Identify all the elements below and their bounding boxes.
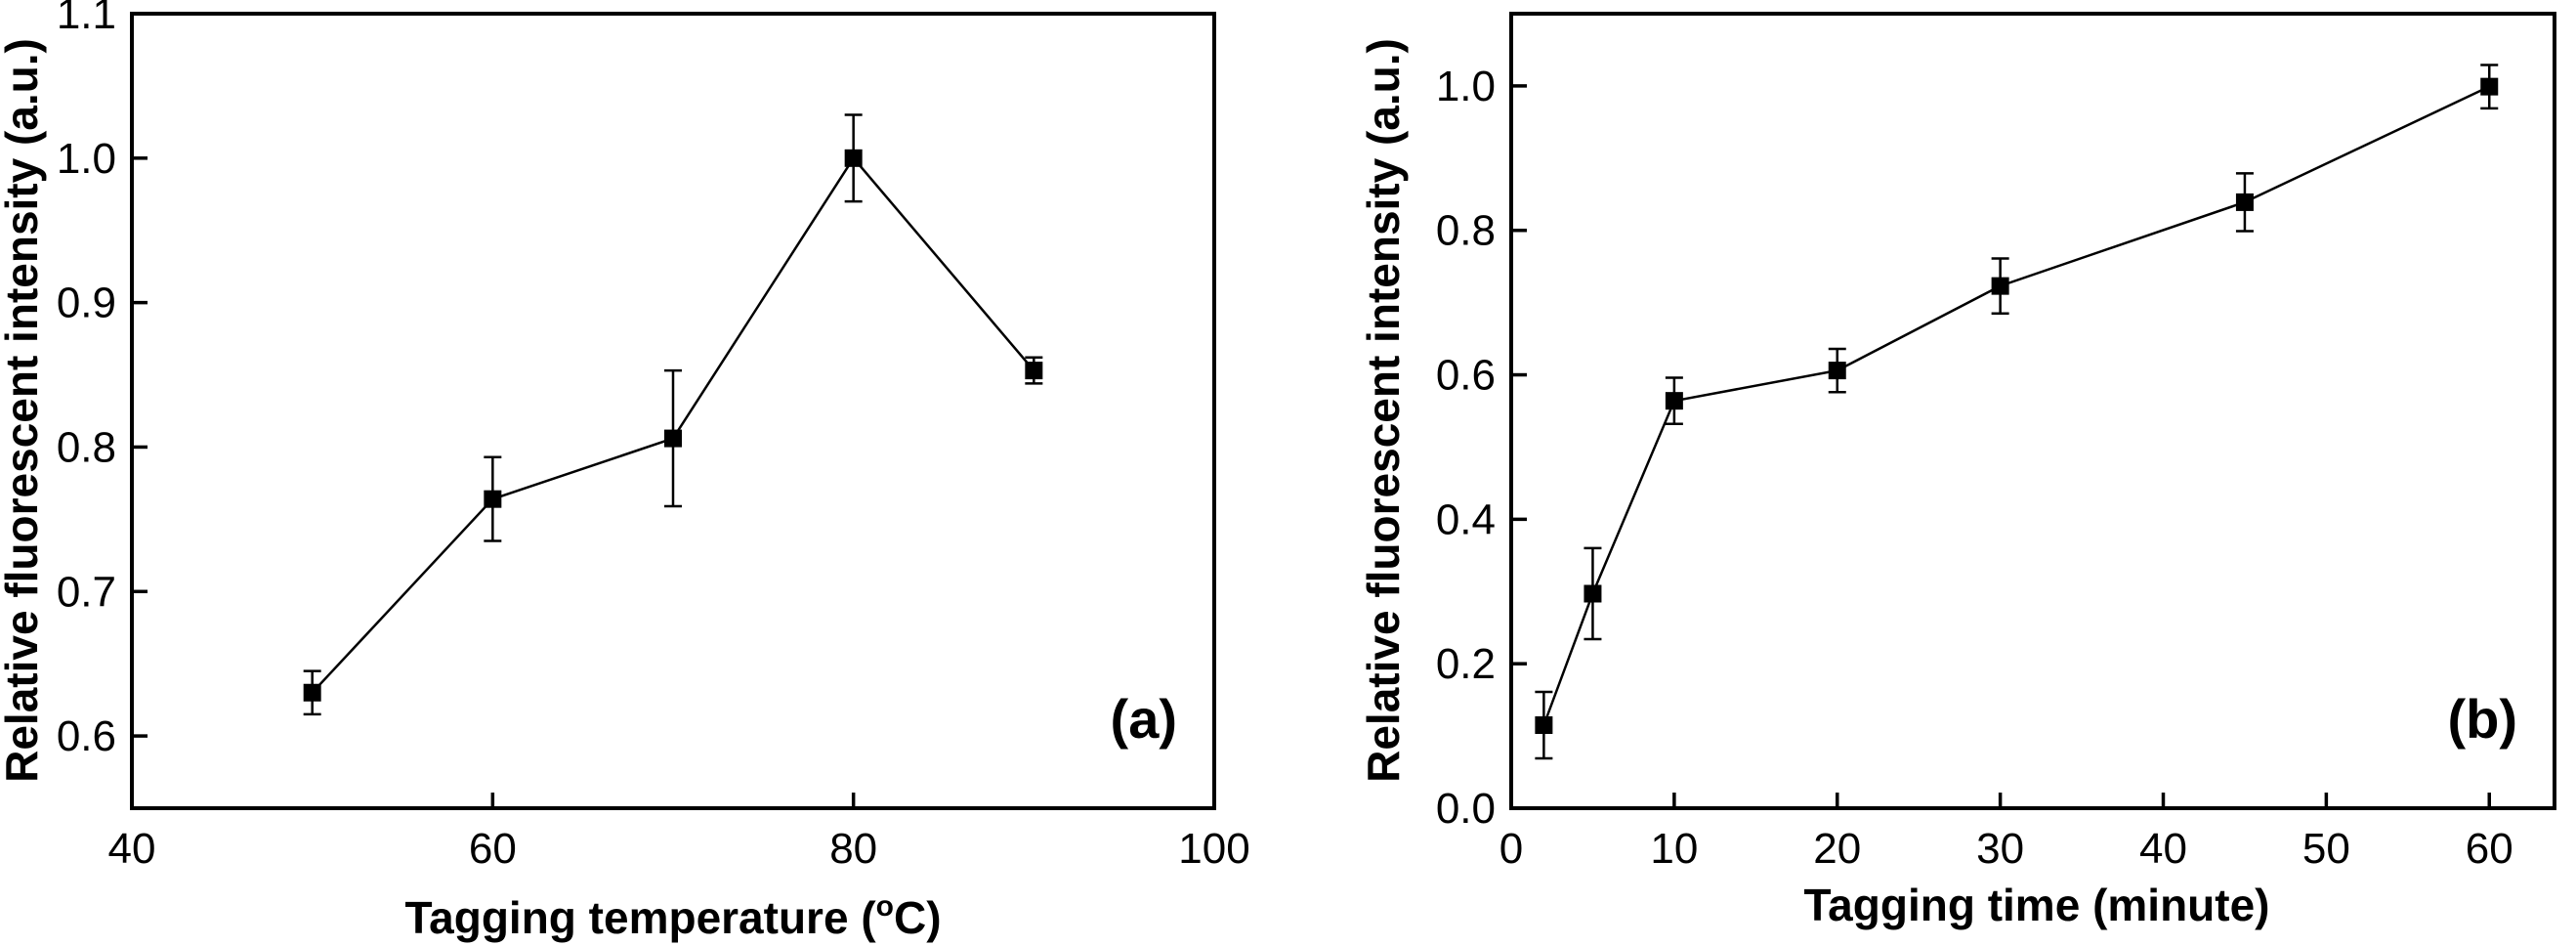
x-axis-label-a: Tagging temperature (oC) bbox=[404, 890, 941, 943]
data-point bbox=[1665, 392, 1683, 410]
panel-label-b: (b) bbox=[2447, 688, 2517, 750]
y-tick-label: 0.7 bbox=[57, 568, 116, 616]
x-ticks-b: 0 10 20 30 40 50 60 bbox=[1499, 793, 2513, 873]
y-tick-label: 1.0 bbox=[1436, 63, 1496, 110]
data-point bbox=[664, 429, 682, 448]
x-tick-label: 30 bbox=[1976, 825, 2024, 873]
y-ticks-a: 0.6 0.7 0.8 0.9 1.0 1.1 bbox=[57, 0, 148, 760]
x-tick-label: 10 bbox=[1650, 825, 1698, 873]
x-tick-label: 0 bbox=[1499, 825, 1523, 873]
data-point bbox=[2235, 193, 2254, 211]
x-tick-label: 50 bbox=[2302, 825, 2350, 873]
plot-area-a bbox=[303, 113, 1043, 716]
y-tick-label: 0.6 bbox=[57, 712, 116, 760]
y-tick-label: 0.8 bbox=[57, 423, 116, 471]
data-point bbox=[484, 490, 502, 508]
x-tick-label: 40 bbox=[108, 825, 156, 873]
x-tick-label: 20 bbox=[1813, 825, 1861, 873]
data-point bbox=[1828, 362, 1846, 380]
x-tick-label: 40 bbox=[2139, 825, 2187, 873]
y-tick-label: 1.0 bbox=[57, 135, 116, 183]
y-tick-label: 0.2 bbox=[1436, 640, 1496, 688]
data-point bbox=[844, 149, 863, 167]
x-ticks-a: 40 60 80 100 bbox=[108, 793, 1250, 873]
y-tick-label: 0.9 bbox=[57, 280, 116, 327]
x-tick-label: 60 bbox=[2466, 825, 2513, 873]
series-line-b bbox=[1542, 85, 2490, 726]
y-tick-label: 1.1 bbox=[57, 0, 116, 38]
y-tick-label: 0.0 bbox=[1436, 785, 1496, 833]
chart-panel-a: 40 60 80 100 0.6 0.7 0.8 0.9 1.0 1.1 Tagging tem… bbox=[0, 0, 1250, 943]
x-tick-label: 60 bbox=[469, 825, 517, 873]
y-tick-label: 0.4 bbox=[1436, 495, 1496, 543]
data-point bbox=[303, 683, 321, 702]
x-tick-label: 100 bbox=[1178, 825, 1249, 873]
plot-frame-b bbox=[1509, 12, 2556, 810]
y-tick-label: 0.6 bbox=[1436, 352, 1496, 400]
y-axis-label-a: Relative fluorescent intensity (a.u.) bbox=[0, 38, 47, 783]
y-tick-label: 0.8 bbox=[1436, 207, 1496, 255]
panel-label-a: (a) bbox=[1111, 688, 1177, 750]
data-point bbox=[1025, 362, 1043, 380]
x-axis-label-b: Tagging time (minute) bbox=[1803, 880, 2269, 930]
plot-area-b bbox=[1535, 64, 2499, 760]
x-tick-label: 80 bbox=[829, 825, 877, 873]
chart-panel-b: 0 10 20 30 40 50 60 0.0 0.2 0.4 0.6 0.8 1.0 Tagging… bbox=[1358, 12, 2556, 930]
data-point bbox=[1584, 584, 1602, 603]
data-point bbox=[1535, 716, 1553, 735]
data-point bbox=[2480, 77, 2499, 96]
plot-frame-a bbox=[130, 12, 1216, 810]
data-point bbox=[1991, 277, 2009, 295]
y-axis-label-b: Relative fluorescent intensity (a.u.) bbox=[1358, 38, 1409, 783]
y-ticks-b: 0.0 0.2 0.4 0.6 0.8 1.0 bbox=[1436, 63, 1527, 833]
